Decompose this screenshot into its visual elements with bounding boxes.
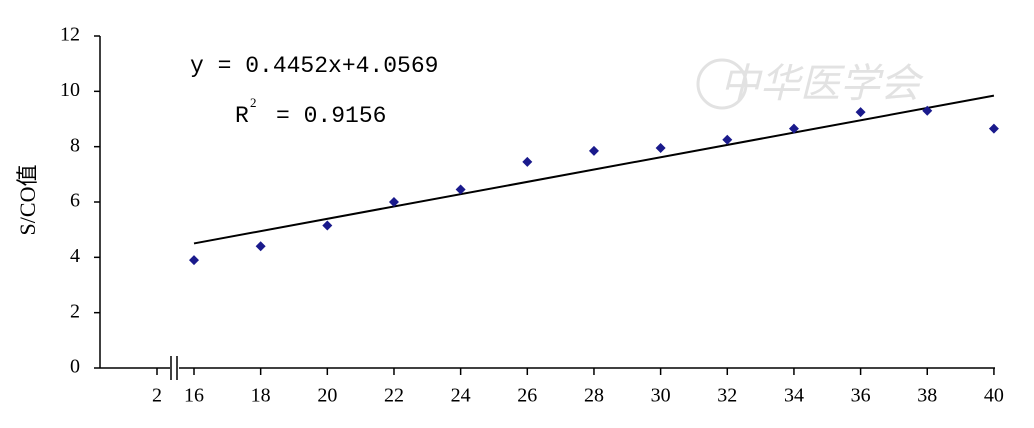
r-squared-symbol: R xyxy=(235,103,249,129)
data-point xyxy=(189,255,199,266)
x-tick-label: 30 xyxy=(651,385,671,407)
y-tick-label: 0 xyxy=(70,356,80,378)
y-tick-label: 12 xyxy=(60,24,80,46)
data-point xyxy=(855,107,866,118)
r-squared-sup: 2 xyxy=(250,95,257,110)
x-tick-label: 34 xyxy=(784,385,804,407)
y-axis-label: S/CO值 xyxy=(15,165,40,236)
x-tick-label: 28 xyxy=(584,385,604,407)
data-point xyxy=(455,184,466,195)
data-point xyxy=(588,145,599,156)
x-tick-label: 36 xyxy=(851,385,871,407)
y-tick-label: 6 xyxy=(70,190,80,212)
y-tick-label: 4 xyxy=(70,245,80,267)
y-tick-label: 10 xyxy=(60,79,80,101)
data-point xyxy=(522,156,533,167)
x-tick-label: 26 xyxy=(517,385,537,407)
data-point xyxy=(322,220,333,231)
watermark: 中华医学会 xyxy=(720,61,924,106)
r-squared-text: = 0.9156 xyxy=(276,103,386,129)
data-point xyxy=(988,123,999,134)
x-tick-label: 20 xyxy=(317,385,337,407)
y-tick-label: 8 xyxy=(70,134,80,156)
data-point xyxy=(722,134,733,145)
x-tick-label: 24 xyxy=(451,385,471,407)
equation: y = 0.4452x+4.0569 xyxy=(190,53,438,79)
data-point xyxy=(788,123,799,134)
x-tick-label: 40 xyxy=(984,385,1004,407)
x-tick-label: 22 xyxy=(384,385,404,407)
x-tick-label: 2 xyxy=(152,385,162,407)
data-point xyxy=(922,105,933,116)
y-tick-label: 2 xyxy=(70,300,80,322)
data-point xyxy=(655,143,666,154)
x-tick-label: 32 xyxy=(717,385,737,407)
x-tick-label: 38 xyxy=(917,385,937,407)
x-tick-label: 18 xyxy=(251,385,271,407)
trendline xyxy=(193,94,995,245)
data-point xyxy=(388,197,399,207)
data-point xyxy=(255,241,266,252)
watermark-seal xyxy=(696,58,748,110)
x-tick-label: 16 xyxy=(184,385,204,407)
